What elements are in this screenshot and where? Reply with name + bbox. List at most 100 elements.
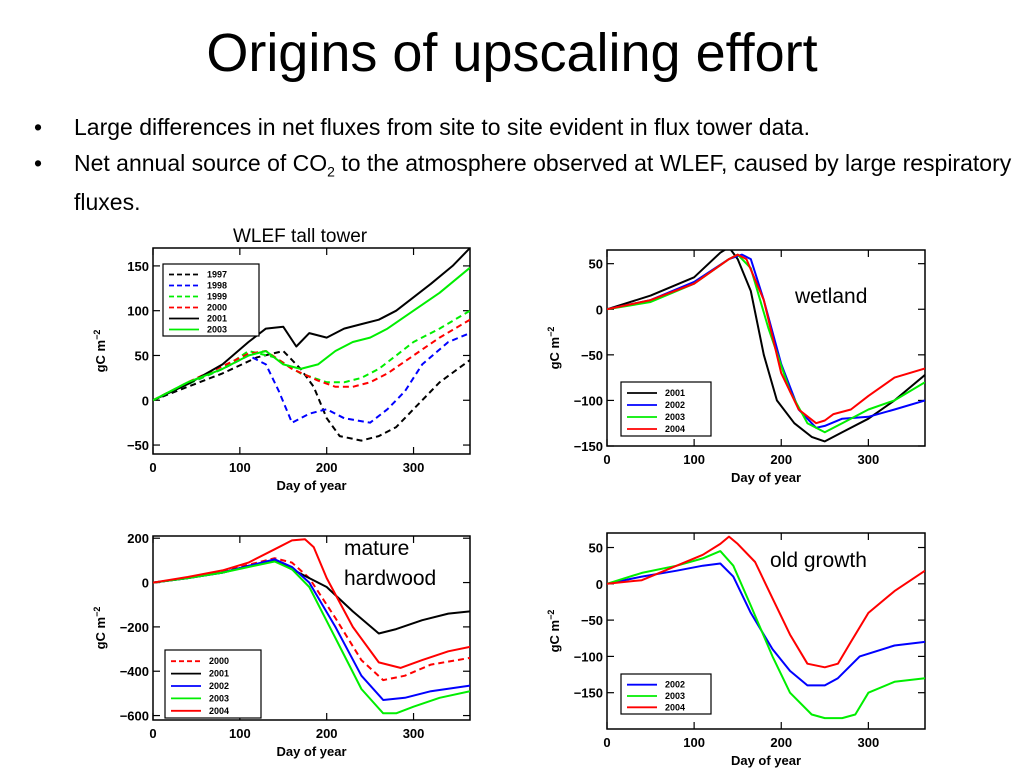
x-axis-title: Day of year bbox=[276, 744, 346, 759]
x-axis-title: Day of year bbox=[731, 753, 801, 768]
x-tick-label: 300 bbox=[858, 452, 880, 467]
legend-label-2002: 2002 bbox=[665, 680, 685, 690]
y-axis-title: gC m−2 bbox=[92, 607, 108, 650]
y-tick-label: −100 bbox=[574, 649, 603, 664]
series-line-2003 bbox=[607, 550, 925, 720]
panel-label-wetland: wetland bbox=[795, 285, 868, 308]
legend-box bbox=[164, 649, 262, 719]
bullet-text-before: Net annual source of CO bbox=[74, 150, 328, 176]
x-tick-label: 200 bbox=[770, 452, 792, 467]
x-axis-title: Day of year bbox=[731, 470, 801, 485]
y-tick-label: −150 bbox=[574, 439, 603, 454]
series-line-2004 bbox=[607, 535, 925, 669]
bullet-item: • Large differences in net fluxes from s… bbox=[26, 112, 1016, 142]
legend-box bbox=[162, 263, 260, 337]
legend-label-1998: 1998 bbox=[207, 281, 227, 291]
bullet-text: Large differences in net fluxes from sit… bbox=[74, 114, 810, 140]
x-tick-label: 300 bbox=[858, 735, 880, 750]
series-line-2003 bbox=[153, 266, 470, 402]
y-tick-label: 0 bbox=[142, 393, 149, 408]
y-tick-label: −50 bbox=[581, 613, 603, 628]
y-axis-title-sup: −2 bbox=[546, 610, 556, 620]
legend-label-2000: 2000 bbox=[207, 303, 227, 313]
legend-label-2004: 2004 bbox=[665, 424, 685, 434]
legend-label-2004: 2004 bbox=[209, 706, 229, 716]
y-tick-label: 50 bbox=[589, 541, 603, 556]
y-tick-label: 0 bbox=[596, 302, 603, 317]
y-axis-title-sup: −2 bbox=[92, 330, 102, 340]
series-line-2003 bbox=[153, 560, 470, 715]
y-tick-label: 50 bbox=[589, 257, 603, 272]
legend-label-2001: 2001 bbox=[209, 669, 229, 679]
y-tick-label: 150 bbox=[127, 259, 149, 274]
x-tick-label: 0 bbox=[149, 460, 156, 475]
bullet-text: Net annual source of CO2 to the atmosphe… bbox=[74, 150, 1011, 215]
x-tick-label: 100 bbox=[683, 735, 705, 750]
y-tick-label: 100 bbox=[127, 304, 149, 319]
y-axis-title-sup: −2 bbox=[546, 327, 556, 337]
legend-label-2002: 2002 bbox=[209, 681, 229, 691]
x-tick-label: 0 bbox=[603, 735, 610, 750]
panel-label-hardwood: mature hardwood bbox=[344, 537, 437, 590]
series-line-2001 bbox=[153, 248, 470, 402]
y-tick-label: 0 bbox=[142, 576, 149, 591]
x-tick-label: 300 bbox=[403, 726, 425, 741]
legend-label-2003: 2003 bbox=[665, 412, 685, 422]
x-tick-label: 100 bbox=[229, 460, 251, 475]
x-tick-label: 200 bbox=[316, 726, 338, 741]
y-axis-title: gC m−2 bbox=[546, 327, 562, 370]
series-line-2000 bbox=[153, 318, 470, 402]
legend-label-2000: 2000 bbox=[209, 656, 229, 666]
y-tick-label: −50 bbox=[127, 438, 149, 453]
y-tick-label: −150 bbox=[574, 686, 603, 701]
x-tick-label: 100 bbox=[229, 726, 251, 741]
series-group bbox=[607, 250, 925, 443]
legend-box bbox=[620, 381, 712, 437]
legend-label-2003: 2003 bbox=[209, 693, 229, 703]
old-growth-chart: 0 100 200 300 −150 −100 −50 0 50 Day of year gC m−… bbox=[546, 532, 926, 768]
x-tick-label: 200 bbox=[770, 735, 792, 750]
plot-frame bbox=[152, 247, 471, 455]
x-axis-title: Day of year bbox=[276, 478, 346, 493]
legend-label-2001: 2001 bbox=[665, 388, 685, 398]
panel-label-old-growth: old growth bbox=[770, 549, 867, 572]
series-line-2004 bbox=[607, 253, 925, 425]
co2-subscript: 2 bbox=[327, 163, 335, 180]
legend-label-2004: 2004 bbox=[665, 702, 685, 712]
series-line-1997 bbox=[153, 350, 470, 442]
bullet-dot: • bbox=[34, 150, 43, 176]
legend-label-2002: 2002 bbox=[665, 400, 685, 410]
series-line-2002 bbox=[607, 562, 925, 687]
x-tick-label: 0 bbox=[603, 452, 610, 467]
bullet-dot: • bbox=[34, 114, 43, 140]
legend-label-2001: 2001 bbox=[207, 314, 227, 324]
series-line-2004 bbox=[153, 538, 470, 669]
y-tick-label: 50 bbox=[135, 348, 149, 363]
legend-label-2003: 2003 bbox=[665, 691, 685, 701]
y-tick-label: −100 bbox=[574, 393, 603, 408]
x-tick-label: 300 bbox=[403, 460, 425, 475]
slide-title: Origins of upscaling effort bbox=[206, 23, 818, 83]
legend-label-2003: 2003 bbox=[207, 325, 227, 335]
y-axis-title-sup: −2 bbox=[92, 607, 102, 617]
y-tick-label: 200 bbox=[127, 531, 149, 546]
plot-frame bbox=[606, 249, 926, 447]
x-tick-label: 0 bbox=[149, 726, 156, 741]
y-tick-label: −50 bbox=[581, 348, 603, 363]
y-axis-title: gC m−2 bbox=[92, 330, 108, 373]
y-tick-label: −600 bbox=[120, 709, 149, 724]
legend-label-1999: 1999 bbox=[207, 292, 227, 302]
legend-label-1997: 1997 bbox=[207, 270, 227, 280]
y-tick-label: −200 bbox=[120, 620, 149, 635]
bullet-text-after: to the atmosphere observed at WLEF, caus… bbox=[74, 150, 1012, 215]
chart-caption: WLEF tall tower bbox=[233, 226, 368, 247]
x-tick-label: 200 bbox=[316, 460, 338, 475]
series-group bbox=[607, 535, 925, 720]
hardwood-chart: 0 100 200 300 −600 −400 −200 0 200 Day of year gC … bbox=[92, 531, 471, 759]
y-axis-title: gC m−2 bbox=[546, 610, 562, 653]
y-tick-label: 0 bbox=[596, 577, 603, 592]
series-group bbox=[153, 248, 470, 442]
series-group bbox=[153, 538, 470, 715]
bullet-list: • Large differences in net fluxes from s… bbox=[26, 112, 1016, 223]
